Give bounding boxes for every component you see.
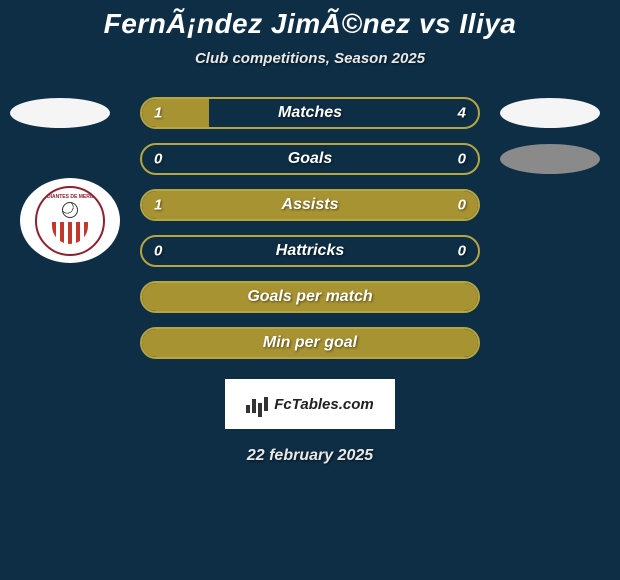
stat-left-value: 0	[154, 243, 162, 260]
stat-bar: Goals per match	[140, 281, 480, 313]
fctables-logo[interactable]: FcTables.com	[225, 379, 395, 429]
stat-left-value: 1	[154, 197, 162, 214]
stat-label: Goals per match	[247, 288, 372, 306]
stat-label: Hattricks	[276, 242, 344, 260]
stat-row-matches: 1 Matches 4	[0, 97, 620, 129]
stat-right-value: 0	[458, 197, 466, 214]
stat-label: Assists	[282, 196, 339, 214]
footer-date: 22 february 2025	[247, 447, 373, 465]
club-badge-inner: ESTUDIANTES DE MERIDA FC	[35, 186, 105, 256]
player-left-oval	[10, 98, 110, 128]
stat-label: Goals	[288, 150, 332, 168]
club-badge-text: ESTUDIANTES DE MERIDA FC	[35, 194, 105, 200]
stat-row-goals-per-match: Goals per match	[0, 281, 620, 313]
stat-bar: 1 Matches 4	[140, 97, 480, 129]
stat-right-value: 0	[458, 151, 466, 168]
stat-row-goals: 0 Goals 0	[0, 143, 620, 175]
page-title: FernÃ¡ndez JimÃ©nez vs Iliya	[104, 8, 517, 40]
club-badge-left: ESTUDIANTES DE MERIDA FC	[20, 178, 120, 263]
stat-row-min-per-goal: Min per goal	[0, 327, 620, 359]
bar-chart-icon	[246, 395, 268, 413]
stat-bar-fill	[142, 99, 209, 127]
stat-bar: Min per goal	[140, 327, 480, 359]
stat-right-value: 0	[458, 243, 466, 260]
stat-bar: 0 Goals 0	[140, 143, 480, 175]
stat-label: Min per goal	[263, 334, 357, 352]
stat-bar: 1 Assists 0	[140, 189, 480, 221]
stat-left-value: 0	[154, 151, 162, 168]
stat-right-value: 4	[458, 105, 466, 122]
club-badge-stripes	[52, 222, 88, 244]
player-right-oval	[500, 144, 600, 174]
stat-label: Matches	[278, 104, 342, 122]
player-right-oval	[500, 98, 600, 128]
stat-left-value: 1	[154, 105, 162, 122]
soccer-ball-icon	[62, 202, 78, 218]
logo-text: FcTables.com	[274, 396, 373, 413]
page-subtitle: Club competitions, Season 2025	[195, 50, 425, 67]
stat-bar: 0 Hattricks 0	[140, 235, 480, 267]
